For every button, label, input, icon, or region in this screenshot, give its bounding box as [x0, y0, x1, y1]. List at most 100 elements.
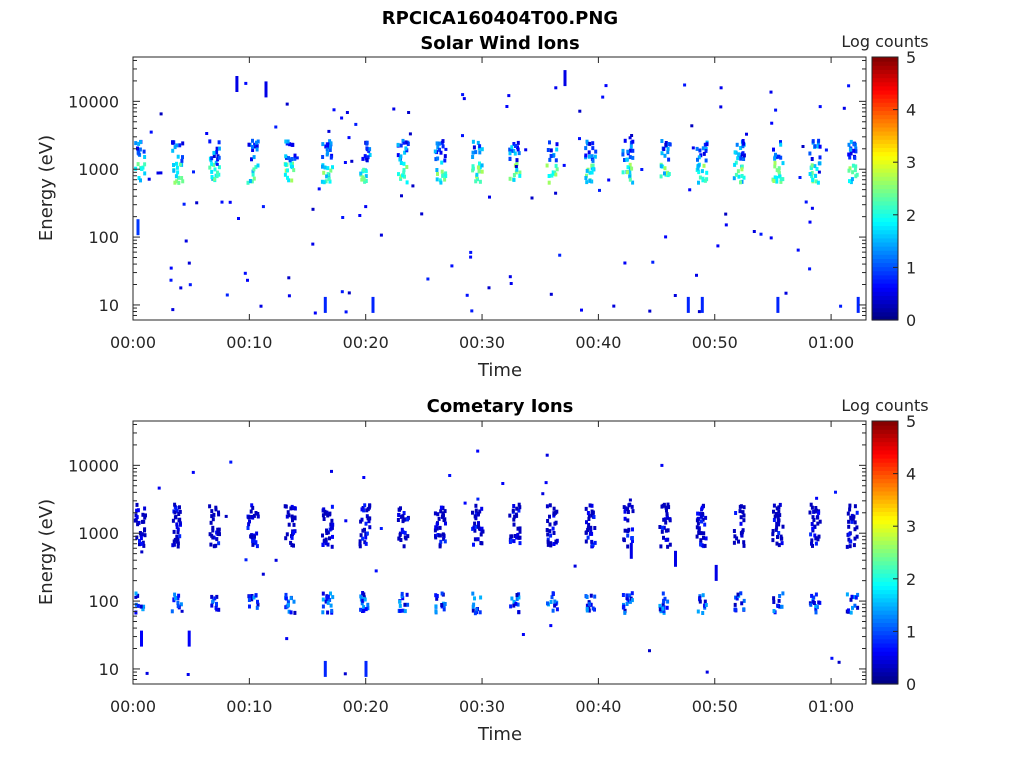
heatmap-cell — [512, 177, 516, 182]
heatmap-cell — [856, 592, 860, 597]
heatmap-cell — [358, 214, 362, 217]
heatmap-cell — [554, 191, 558, 195]
heatmap-cell — [573, 564, 577, 568]
heatmap-cell — [516, 145, 519, 150]
heatmap-cell — [719, 86, 723, 90]
heatmap-cell — [598, 188, 601, 192]
heatmap-cell — [246, 526, 250, 530]
heatmap-cell — [546, 532, 550, 537]
heatmap-cell — [435, 141, 439, 146]
heatmap-cell — [628, 177, 632, 182]
heatmap-cell — [340, 116, 344, 120]
heatmap-cell — [478, 150, 482, 155]
heatmap-cell — [159, 112, 163, 116]
heatmap-cell — [443, 602, 447, 606]
heatmap-cell — [444, 171, 448, 176]
heatmap-cell — [285, 532, 289, 537]
heatmap-cell — [191, 470, 195, 474]
heatmap-cell — [137, 141, 141, 146]
colorbar-segment — [872, 110, 898, 116]
heatmap-cell — [174, 174, 178, 179]
colorbar: 0 1 2 3 4 5 — [871, 48, 916, 330]
heatmap-cell — [255, 147, 259, 152]
heatmap-cell — [626, 510, 630, 514]
heatmap-cell — [211, 535, 215, 540]
heatmap-cell — [473, 596, 476, 601]
heatmap-cell — [781, 161, 785, 166]
heatmap-cell — [176, 154, 180, 159]
colorbar-segment — [872, 122, 898, 128]
heatmap-cell — [771, 529, 775, 533]
heatmap-cell — [406, 534, 410, 539]
heatmap-cell — [777, 166, 781, 171]
heatmap-cell — [368, 153, 372, 157]
heatmap-cell — [471, 591, 475, 596]
heatmap-cell — [512, 539, 516, 544]
heatmap-cell — [401, 519, 405, 524]
heatmap-cell — [623, 138, 627, 143]
heatmap-cell — [479, 541, 483, 545]
heatmap-cell — [734, 172, 738, 177]
heatmap-cell — [772, 147, 775, 152]
heatmap-cell — [474, 510, 478, 515]
heatmap-cell — [478, 509, 482, 514]
colorbar-segment — [872, 93, 898, 99]
heatmap-cell — [210, 156, 214, 161]
heatmap-cell — [326, 172, 330, 177]
heatmap-cell — [254, 593, 258, 598]
heatmap-cell — [555, 167, 559, 172]
heatmap-cell — [772, 503, 776, 508]
heatmap-cell — [739, 531, 743, 536]
heatmap-cell — [752, 230, 756, 233]
colorbar-segment — [872, 610, 898, 615]
heatmap-cell — [811, 139, 815, 144]
heatmap-cell — [439, 180, 443, 185]
heatmap-cell — [173, 145, 177, 150]
heatmap-cell — [402, 170, 406, 175]
heatmap-cell — [289, 540, 293, 545]
heatmap-cell — [625, 593, 629, 598]
heatmap-cell — [326, 610, 330, 615]
heatmap-cell — [852, 514, 856, 519]
heatmap-cell — [588, 178, 592, 183]
heatmap-cell — [736, 156, 740, 161]
heatmap-cell — [842, 106, 846, 110]
y-tick-label: 10 — [99, 296, 119, 315]
y-tick-label: 100 — [88, 228, 119, 247]
heatmap-cell — [289, 506, 293, 511]
heatmap-cell — [436, 172, 439, 176]
heatmap-cell — [243, 271, 247, 275]
heatmap-cell — [171, 518, 175, 523]
heatmap-cell — [287, 276, 291, 280]
colorbar-segment — [872, 515, 898, 521]
heatmap-cell — [323, 538, 326, 543]
heatmap-cell — [443, 154, 447, 159]
heatmap-cell — [434, 604, 438, 609]
heatmap-cell — [584, 506, 588, 511]
heatmap-cell — [705, 170, 709, 175]
heatmap-cell — [215, 601, 218, 606]
heatmap-cell — [698, 175, 702, 180]
heatmap-cell — [477, 511, 480, 516]
heatmap-cell — [479, 595, 483, 600]
heatmap-cell — [328, 179, 332, 184]
axes: 00:00 00:10 00:20 00:30 00:40 00:50 01:00 10 100… — [68, 57, 866, 352]
heatmap-cell — [513, 514, 517, 519]
heatmap-cell — [701, 517, 705, 522]
colorbar-segment — [872, 556, 898, 562]
heatmap-cell — [264, 81, 268, 98]
heatmap-cell — [834, 490, 837, 494]
heatmap-cell — [518, 505, 522, 510]
heatmap-cell — [777, 169, 781, 174]
colorbar-segment — [872, 466, 898, 471]
heatmap-cell — [475, 172, 479, 177]
heatmap-cell — [734, 607, 738, 612]
colorbar-segment — [872, 655, 898, 660]
heatmap-cell — [780, 541, 784, 546]
heatmap-cell — [812, 518, 816, 522]
heatmap-cell — [462, 97, 466, 101]
heatmap-cell — [217, 165, 221, 170]
heatmap-cell — [700, 519, 703, 524]
heatmap-cell — [441, 173, 445, 178]
